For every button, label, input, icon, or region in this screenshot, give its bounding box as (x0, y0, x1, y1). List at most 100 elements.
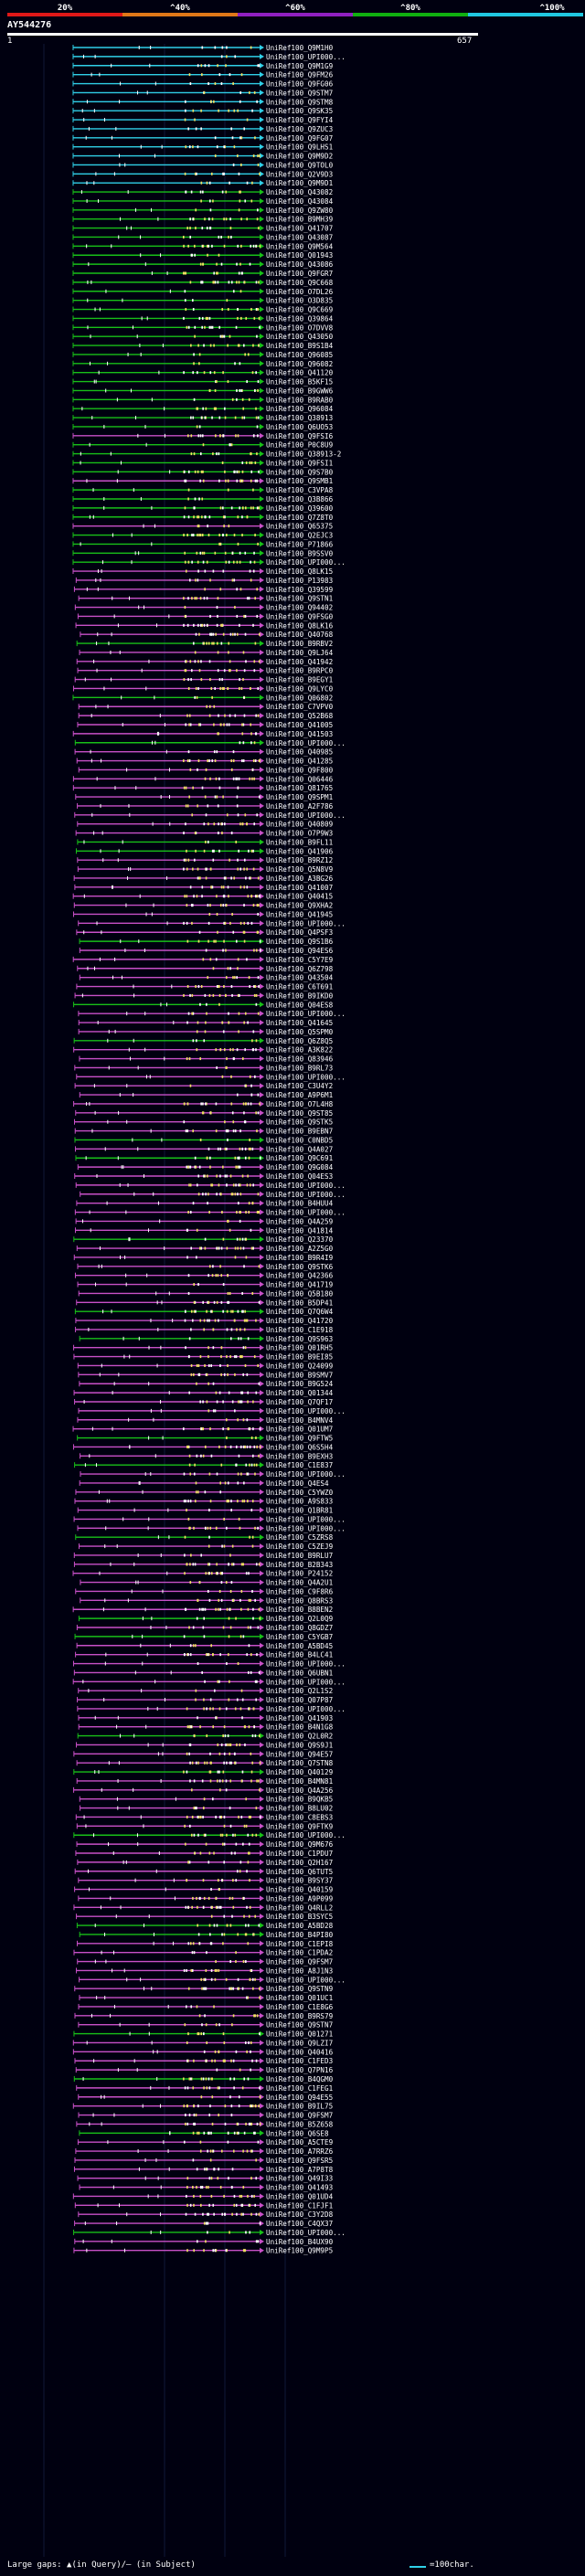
hit-label[interactable]: UniRef100_Q39600 (266, 504, 334, 513)
hit-label[interactable]: UniRef100_Q9STM7 (266, 89, 333, 97)
hit-row[interactable]: UniRef100_Q4A259 (75, 1217, 334, 1225)
hit-row[interactable]: UniRef100_Q6TUT5 (74, 1868, 333, 1876)
hit-label[interactable]: UniRef100_UPI000... (266, 53, 346, 61)
hit-label[interactable]: UniRef100_B3SYC5 (266, 1913, 333, 1921)
hit-label[interactable]: UniRef100_Q2L1S2 (266, 1687, 333, 1695)
hit-label[interactable]: UniRef100_Q41903 (266, 1714, 333, 1723)
hit-label[interactable]: UniRef100_C3U4Y2 (266, 1082, 333, 1090)
hit-row[interactable]: UniRef100_C5ZEJ9 (78, 1542, 334, 1551)
hit-row[interactable]: UniRef100_Q96084 (72, 405, 334, 413)
hit-row[interactable]: UniRef100_Q6SE8 (79, 2129, 329, 2137)
hit-row[interactable]: UniRef100_Q9SMB1 (72, 477, 334, 485)
hit-label[interactable]: UniRef100_Q41005 (266, 721, 333, 729)
hit-label[interactable]: UniRef100_Q9FSM7 (266, 2112, 333, 2120)
hit-row[interactable]: UniRef100_Q41503 (72, 730, 333, 738)
hit-row[interactable]: UniRef100_C1PDU7 (75, 1850, 333, 1858)
hit-label[interactable]: UniRef100_Q9SK35 (266, 107, 333, 115)
hit-row[interactable]: UniRef100_Q04ES3 (74, 1172, 333, 1181)
hit-row[interactable]: UniRef100_B9QKB5 (79, 1796, 333, 1804)
hit-row[interactable]: UniRef100_B4UX90 (74, 2238, 334, 2246)
hit-row[interactable]: UniRef100_UPI000... (80, 1470, 346, 1479)
hit-label[interactable]: UniRef100_Q40415 (266, 893, 333, 901)
hit-label[interactable]: UniRef100_B9IKD0 (266, 991, 334, 1000)
hit-label[interactable]: UniRef100_B5KF15 (266, 378, 333, 387)
hit-label[interactable]: UniRef100_Q83946 (266, 1055, 334, 1064)
hit-label[interactable]: UniRef100_B4MN81 (266, 1777, 334, 1786)
hit-label[interactable]: UniRef100_Q96085 (266, 351, 333, 359)
hit-label[interactable]: UniRef100_Q6UBN1 (266, 1669, 334, 1677)
hit-row[interactable]: UniRef100_B4PI80 (79, 1931, 334, 1939)
hit-label[interactable]: UniRef100_Q43504 (266, 974, 334, 982)
hit-label[interactable]: UniRef100_Q4RLL2 (266, 1903, 333, 1912)
hit-row[interactable]: UniRef100_UPI000... (80, 1191, 346, 1199)
hit-label[interactable]: UniRef100_Q9FTK9 (266, 1822, 334, 1830)
hit-row[interactable]: UniRef100_Q39864 (72, 314, 334, 323)
hit-row[interactable]: UniRef100_Q9STN1 (78, 595, 334, 603)
hit-row[interactable]: UniRef100_B4QGM0 (73, 2075, 334, 2083)
hit-row[interactable]: UniRef100_Q9FYI4 (72, 116, 334, 124)
hit-label[interactable]: UniRef100_Q01271 (266, 2030, 334, 2039)
hit-label[interactable]: UniRef100_B9GWW6 (266, 387, 334, 395)
hit-row[interactable]: UniRef100_Q38913 (72, 414, 333, 422)
hit-label[interactable]: UniRef100_C4QX37 (266, 2220, 333, 2228)
hit-row[interactable]: UniRef100_A7RRZ6 (75, 2147, 334, 2156)
hit-row[interactable]: UniRef100_C1E837 (74, 1461, 334, 1469)
hit-label[interactable]: UniRef100_B4HUU4 (266, 1200, 334, 1208)
hit-label[interactable]: UniRef100_Q38913 (266, 414, 333, 422)
hit-label[interactable]: UniRef100_Q94ES6 (266, 947, 334, 955)
hit-label[interactable]: UniRef100_C1FEG1 (266, 2084, 334, 2093)
hit-label[interactable]: UniRef100_A7P8T8 (266, 2166, 334, 2174)
hit-label[interactable]: UniRef100_B4N1G8 (266, 1723, 334, 1732)
hit-row[interactable]: UniRef100_Q01344 (73, 1389, 334, 1397)
hit-row[interactable]: UniRef100_Q9STN9 (74, 1985, 334, 1993)
hit-label[interactable]: UniRef100_B4LC41 (266, 1651, 334, 1659)
hit-row[interactable]: UniRef100_Q6UO53 (72, 423, 333, 431)
hit-label[interactable]: UniRef100_Q2EJC3 (266, 532, 333, 540)
hit-row[interactable]: UniRef100_Q9XHA2 (73, 902, 333, 910)
hit-label[interactable]: UniRef100_A3BG26 (266, 875, 334, 883)
hit-row[interactable]: UniRef100_C1PDA2 (73, 1949, 333, 1957)
hit-row[interactable]: UniRef100_Q96085 (72, 351, 333, 359)
hit-row[interactable]: UniRef100_B9RBV2 (76, 640, 333, 648)
hit-row[interactable]: UniRef100_Q9LZI7 (72, 2039, 333, 2047)
hit-label[interactable]: UniRef100_Q41503 (266, 730, 333, 738)
hit-row[interactable]: UniRef100_Q94E57 (73, 1750, 333, 1758)
hit-row[interactable]: UniRef100_A2Z5G0 (76, 1245, 334, 1253)
hit-label[interactable]: UniRef100_Q9LJ64 (266, 649, 334, 657)
hit-label[interactable]: UniRef100_B9S1B4 (266, 342, 334, 350)
hit-label[interactable]: UniRef100_P24152 (266, 1570, 333, 1578)
hit-row[interactable]: UniRef100_Q07P87 (77, 1696, 334, 1704)
hit-row[interactable]: UniRef100_C1FED3 (74, 2057, 333, 2065)
hit-label[interactable]: UniRef100_Q9M9P5 (266, 2247, 333, 2255)
hit-label[interactable]: UniRef100_Q41120 (266, 369, 334, 377)
hit-row[interactable]: UniRef100_UPI000... (72, 1678, 346, 1686)
hit-label[interactable]: UniRef100_UPI000... (266, 1678, 346, 1686)
hit-label[interactable]: UniRef100_C1FJF1 (266, 2201, 334, 2210)
hit-label[interactable]: UniRef100_Q9C669 (266, 306, 334, 314)
hit-row[interactable]: UniRef100_B9S1B4 (72, 342, 334, 350)
hit-row[interactable]: UniRef100_B5Z658 (76, 2120, 334, 2128)
hit-row[interactable]: UniRef100_O7P9W3 (75, 830, 333, 838)
hit-row[interactable]: UniRef100_Q6Z8Q5 (73, 1037, 333, 1045)
hit-label[interactable]: UniRef100_UPI000... (266, 1976, 346, 1984)
hit-row[interactable]: UniRef100_Q9S1B6 (79, 938, 334, 946)
hit-label[interactable]: UniRef100_A5CTE9 (266, 2138, 334, 2147)
hit-label[interactable]: UniRef100_Q9LYC0 (266, 684, 334, 693)
hit-row[interactable]: UniRef100_Q41903 (78, 1714, 333, 1723)
hit-label[interactable]: UniRef100_O7DVV8 (266, 323, 334, 332)
hit-row[interactable]: UniRef100_Q9LHS1 (72, 143, 334, 152)
hit-row[interactable]: UniRef100_C4QX37 (74, 2220, 334, 2228)
hit-label[interactable]: UniRef100_Q4A027 (266, 1145, 333, 1153)
hit-label[interactable]: UniRef100_Q8LK15 (266, 567, 333, 576)
hit-label[interactable]: UniRef100_B9RBV2 (266, 640, 333, 648)
hit-row[interactable]: UniRef100_Q40416 (72, 2048, 334, 2056)
hit-label[interactable]: UniRef100_UPI000... (266, 2229, 346, 2237)
hit-row[interactable]: UniRef100_B9IL75 (72, 2103, 333, 2111)
hit-row[interactable]: UniRef100_B9G524 (79, 1380, 334, 1388)
hit-row[interactable]: UniRef100_Q9M9P5 (73, 2247, 333, 2255)
hit-label[interactable]: UniRef100_Q43087 (266, 233, 333, 241)
hit-label[interactable]: UniRef100_C1E837 (266, 1461, 333, 1469)
hit-row[interactable]: UniRef100_C7VPV0 (78, 703, 334, 711)
hit-row[interactable]: UniRef100_Q01UM7 (72, 1426, 333, 1434)
hit-label[interactable]: UniRef100_B9SMV7 (266, 1371, 333, 1379)
